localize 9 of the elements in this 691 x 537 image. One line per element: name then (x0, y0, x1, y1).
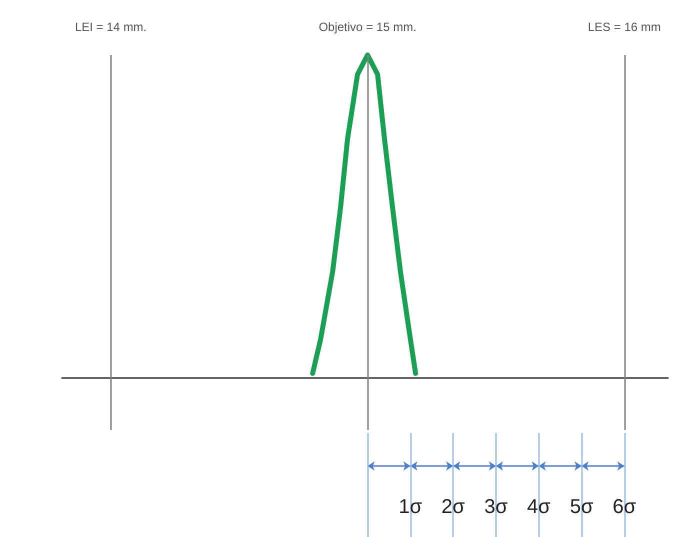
x2-tick-label: 6σ (612, 496, 637, 518)
x2-tick-label: 4σ (527, 496, 552, 518)
x2-tick-label: 3σ (484, 496, 508, 518)
x2-tick-label: 5σ (570, 496, 594, 518)
x2-tick-label: 2σ (441, 496, 466, 518)
x-tick-label: Objetivo = 15 mm. (318, 20, 416, 34)
x2-tick-label: 1σ (398, 496, 423, 518)
x-tick-label: LEI = 14 mm. (74, 20, 147, 34)
x-tick-label: LES = 16 mm (588, 20, 661, 34)
